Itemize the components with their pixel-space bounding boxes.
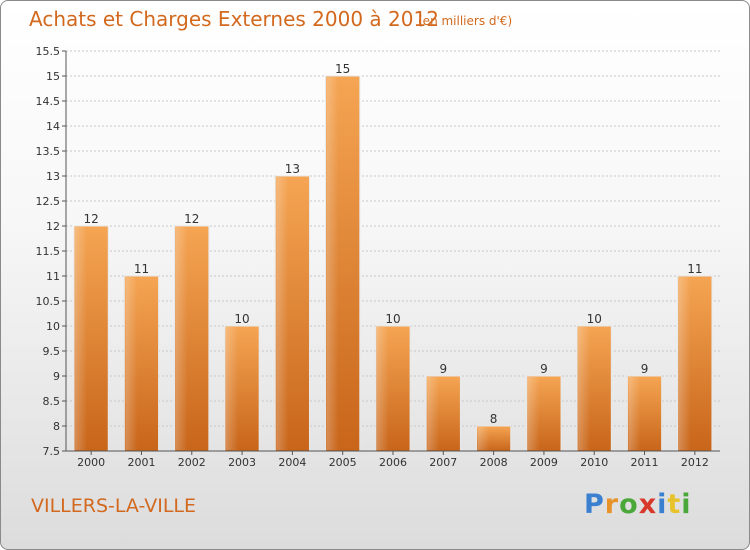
data-label: 11 xyxy=(687,262,702,276)
y-tick-label: 9.5 xyxy=(43,345,61,358)
data-label: 12 xyxy=(84,212,99,226)
y-tick-label: 13 xyxy=(46,170,60,183)
x-tick-label: 2001 xyxy=(127,456,155,469)
bar-highlight xyxy=(326,77,339,450)
bar-highlight xyxy=(578,327,591,450)
y-tick-label: 11 xyxy=(46,270,60,283)
chart-subtitle: (en milliers d'€) xyxy=(418,14,513,28)
y-tick-label: 14 xyxy=(46,120,60,133)
data-label: 9 xyxy=(439,362,447,376)
data-label: 11 xyxy=(134,262,149,276)
x-tick-label: 2003 xyxy=(228,456,256,469)
y-tick-label: 9 xyxy=(53,370,60,383)
x-tick-label: 2000 xyxy=(77,456,105,469)
y-tick-label: 14.5 xyxy=(36,95,61,108)
data-label: 10 xyxy=(385,312,400,326)
proxiti-logo: Proxiti xyxy=(584,489,692,520)
data-label: 10 xyxy=(587,312,602,326)
logo-letter: i xyxy=(657,489,668,520)
bar-highlight xyxy=(376,327,389,450)
x-tick-label: 2012 xyxy=(681,456,709,469)
bar-highlight xyxy=(125,277,138,450)
bar-highlight xyxy=(628,377,641,450)
bar-highlight xyxy=(225,327,238,450)
y-tick-label: 8 xyxy=(53,420,60,433)
y-tick-label: 7.5 xyxy=(43,445,61,458)
x-tick-label: 2007 xyxy=(429,456,457,469)
bar-highlight xyxy=(276,177,289,450)
x-tick-label: 2004 xyxy=(278,456,306,469)
logo-letter: P xyxy=(584,489,605,520)
data-label: 15 xyxy=(335,62,350,76)
y-tick-label: 13.5 xyxy=(36,145,61,158)
y-tick-label: 12.5 xyxy=(36,195,61,208)
data-label: 9 xyxy=(641,362,649,376)
logo-letter: t xyxy=(667,489,682,520)
x-tick-label: 2009 xyxy=(530,456,558,469)
x-tick-label: 2006 xyxy=(379,456,407,469)
y-tick-label: 8.5 xyxy=(43,395,61,408)
x-tick-label: 2011 xyxy=(631,456,659,469)
logo-letter: o xyxy=(619,489,639,520)
logo-letter: i xyxy=(681,489,692,520)
bar-highlight xyxy=(175,227,188,450)
y-tick-label: 15 xyxy=(46,70,60,83)
logo-letter: x xyxy=(638,489,658,520)
x-tick-label: 2002 xyxy=(178,456,206,469)
y-tick-label: 10 xyxy=(46,320,60,333)
bar-highlight xyxy=(75,227,88,450)
data-label: 10 xyxy=(234,312,249,326)
location-name: VILLERS-LA-VILLE xyxy=(31,495,197,517)
bar-highlight xyxy=(477,427,490,450)
data-label: 13 xyxy=(285,162,300,176)
logo-letter: r xyxy=(604,489,620,520)
x-tick-label: 2005 xyxy=(329,456,357,469)
chart-title: Achats et Charges Externes 2000 à 2012 xyxy=(29,7,439,31)
y-tick-label: 11.5 xyxy=(36,245,61,258)
y-tick-label: 10.5 xyxy=(36,295,61,308)
bar-highlight xyxy=(427,377,440,450)
data-label: 9 xyxy=(540,362,548,376)
x-tick-label: 2008 xyxy=(480,456,508,469)
data-label: 12 xyxy=(184,212,199,226)
y-tick-label: 12 xyxy=(46,220,60,233)
x-tick-label: 2010 xyxy=(580,456,608,469)
y-tick-label: 15.5 xyxy=(36,45,61,58)
bar-highlight xyxy=(527,377,540,450)
bar-highlight xyxy=(678,277,691,450)
data-label: 8 xyxy=(490,412,498,426)
